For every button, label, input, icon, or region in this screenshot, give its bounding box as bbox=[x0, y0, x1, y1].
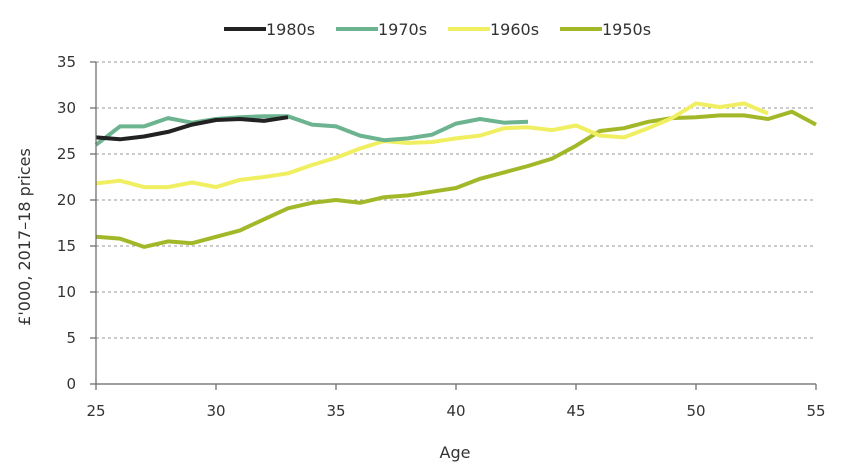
x-axis-label: Age bbox=[440, 443, 471, 462]
series-line-1960s bbox=[95, 101, 769, 190]
y-tick-label: 20 bbox=[57, 191, 76, 209]
legend-label: 1980s bbox=[266, 20, 315, 39]
legend-item-1960s: 1960s bbox=[448, 20, 539, 39]
legend-item-1950s: 1950s bbox=[560, 20, 651, 39]
y-tick-label: 10 bbox=[57, 283, 76, 301]
y-tick-label: 0 bbox=[66, 375, 76, 393]
legend-label: 1950s bbox=[602, 20, 651, 39]
legend: 1980s 1970s 1960s 1950s bbox=[224, 20, 651, 39]
legend-item-1970s: 1970s bbox=[336, 20, 427, 39]
y-tick-label: 25 bbox=[57, 145, 76, 163]
x-tick-label: 35 bbox=[326, 402, 345, 420]
legend-item-1980s: 1980s bbox=[224, 20, 315, 39]
y-axis-label: £'000, 2017–18 prices bbox=[15, 148, 34, 326]
series-line-1950s bbox=[95, 109, 817, 249]
series-lines bbox=[94, 101, 817, 249]
y-tick-label: 5 bbox=[66, 329, 76, 347]
legend-label: 1970s bbox=[378, 20, 427, 39]
y-tick-label: 30 bbox=[57, 99, 76, 117]
x-tick-label: 55 bbox=[806, 402, 825, 420]
x-tick-label: 40 bbox=[446, 402, 465, 420]
x-tick-label: 25 bbox=[86, 402, 105, 420]
y-tick-label: 15 bbox=[57, 237, 76, 255]
series-line-1970s bbox=[94, 114, 529, 147]
series-line-1980s bbox=[95, 115, 289, 142]
y-tick-label: 35 bbox=[57, 53, 76, 71]
x-tick-label: 45 bbox=[566, 402, 585, 420]
gridlines bbox=[96, 61, 816, 339]
legend-label: 1960s bbox=[490, 20, 539, 39]
x-tick-label: 30 bbox=[206, 402, 225, 420]
x-tick-label: 50 bbox=[686, 402, 705, 420]
axes: 0 5 10 15 20 25 30 35 25 30 35 40 45 50 55 bbox=[57, 53, 826, 420]
